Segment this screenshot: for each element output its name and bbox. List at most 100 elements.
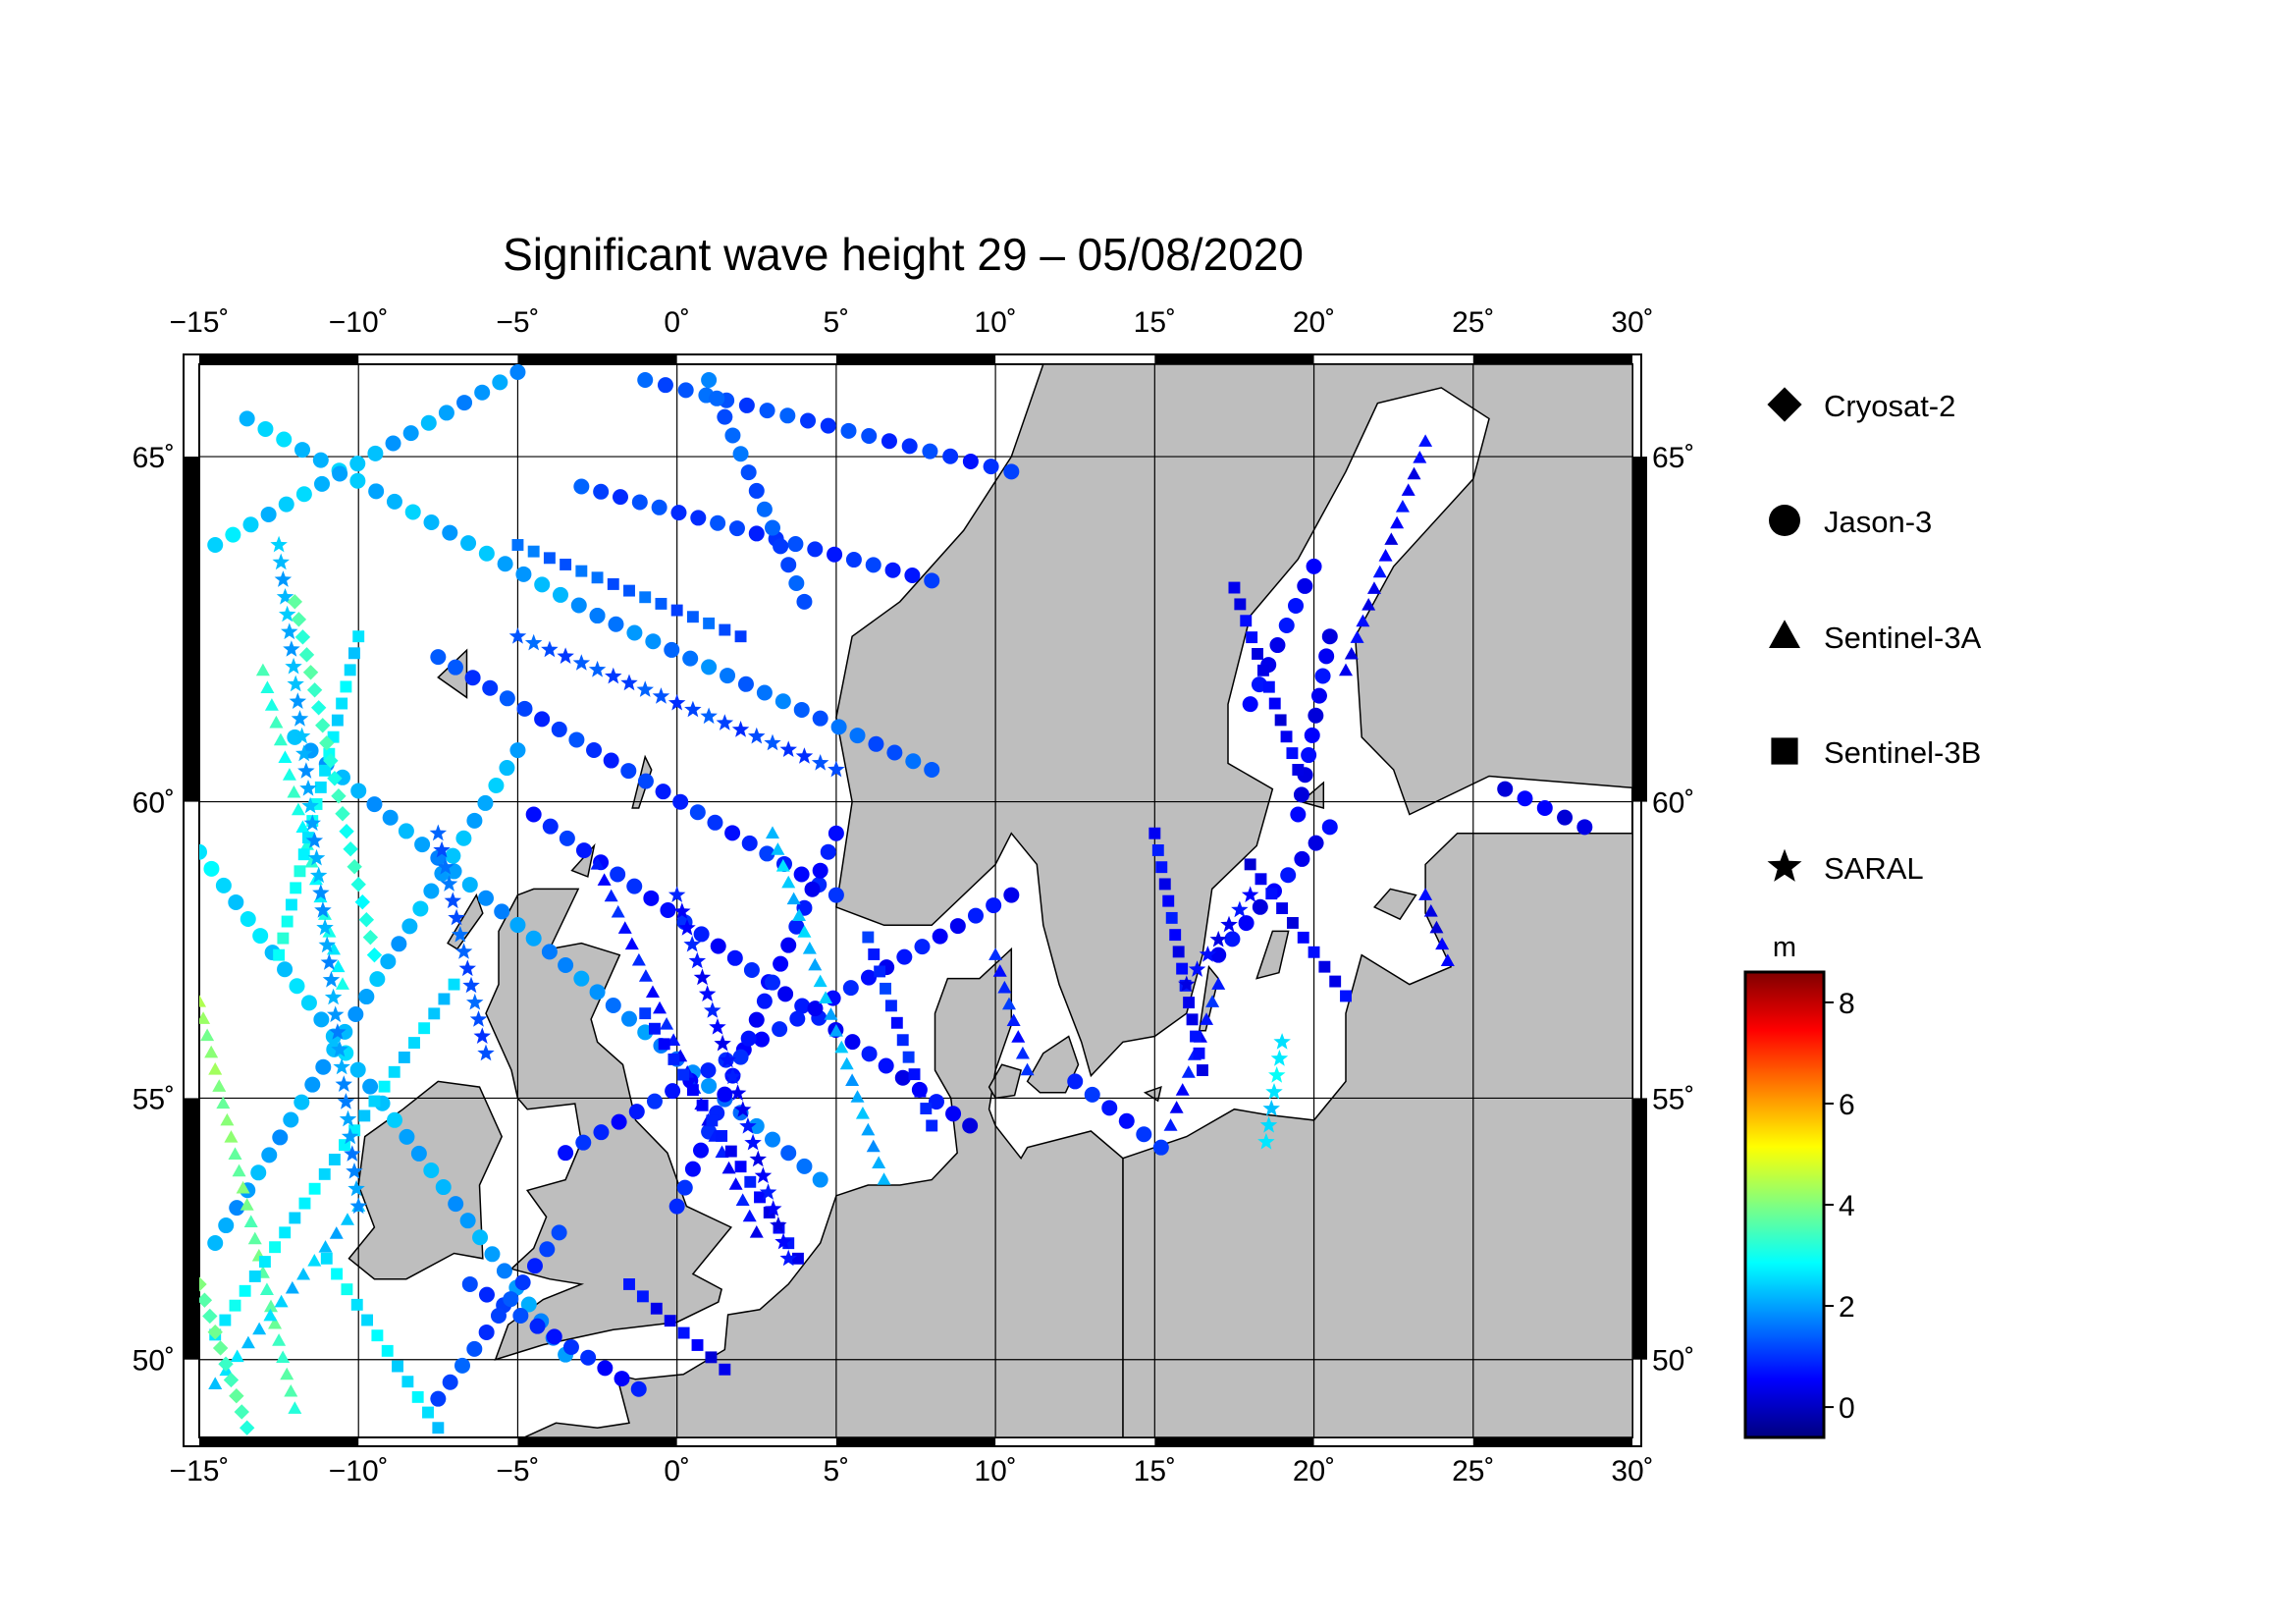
track-marker: [766, 826, 779, 839]
track-marker: [466, 812, 483, 829]
track-marker: [1280, 730, 1293, 743]
track-marker: [719, 1363, 731, 1376]
track-marker: [224, 1130, 239, 1143]
track-marker: [845, 552, 862, 568]
lon-tick-label: −15˚: [170, 306, 230, 339]
track-marker: [620, 763, 637, 780]
track-marker: [1234, 598, 1247, 611]
track-sentinel-3a: [1163, 977, 1226, 1131]
track-marker: [350, 783, 367, 799]
track-marker: [445, 847, 461, 864]
track-marker: [440, 875, 458, 892]
track-marker: [429, 824, 448, 841]
lon-tick-label: 20˚: [1293, 1455, 1335, 1488]
track-marker: [894, 1069, 911, 1086]
track-marker: [575, 565, 588, 577]
track-marker: [274, 570, 293, 587]
track-marker: [552, 586, 568, 603]
lon-tick-label: 0˚: [664, 1455, 690, 1488]
track-marker: [323, 747, 336, 760]
track-marker: [850, 1090, 865, 1103]
track-marker: [988, 947, 1003, 960]
track-marker: [924, 572, 940, 589]
track-marker: [358, 911, 375, 928]
track-marker: [677, 1068, 690, 1081]
colorbar-tick-label: 4: [1839, 1190, 1855, 1222]
track-marker: [308, 1182, 321, 1195]
track-marker: [734, 1101, 752, 1117]
track-marker: [786, 892, 801, 905]
track-marker: [239, 410, 255, 427]
track-marker: [740, 464, 757, 481]
track-marker: [348, 1124, 361, 1137]
track-marker: [710, 938, 726, 954]
track-marker: [559, 830, 575, 846]
track-marker: [777, 986, 794, 1002]
track-marker: [382, 809, 399, 826]
track-marker: [255, 663, 270, 676]
track-marker: [277, 961, 294, 978]
track-marker: [807, 541, 824, 558]
track-marker: [605, 997, 621, 1013]
track-marker: [408, 1037, 420, 1050]
track-marker: [628, 1104, 645, 1120]
track-marker: [1290, 806, 1307, 823]
track-marker: [527, 545, 540, 558]
track-marker: [313, 1011, 330, 1028]
track-marker: [1269, 637, 1286, 654]
track-marker: [459, 1213, 476, 1229]
track-marker: [1200, 1012, 1214, 1025]
track-marker: [796, 1158, 813, 1174]
track-marker: [983, 459, 999, 475]
track-marker: [297, 762, 315, 779]
track-marker: [792, 908, 807, 921]
track-marker: [645, 633, 662, 650]
track-marker: [218, 1217, 235, 1234]
track-marker: [243, 1215, 258, 1227]
track-marker: [401, 918, 418, 935]
track-marker: [924, 761, 940, 778]
track-marker: [433, 840, 451, 858]
track-marker: [649, 1022, 661, 1035]
track-marker: [1238, 915, 1255, 932]
legend-label-sentinel-3a: Sentinel-3A: [1824, 621, 1982, 655]
track-marker: [347, 859, 362, 875]
track-marker: [842, 980, 859, 997]
track-saral: [667, 886, 797, 1267]
track-marker: [469, 1010, 488, 1027]
track-marker: [1517, 790, 1533, 807]
track-marker: [289, 692, 307, 709]
track-marker: [1183, 997, 1196, 1009]
track-marker: [322, 924, 337, 938]
track-marker: [399, 1128, 415, 1145]
track-marker: [541, 944, 558, 960]
track-marker: [1259, 1116, 1278, 1133]
track-marker: [329, 1226, 344, 1239]
track-marker: [212, 1079, 227, 1092]
track-marker: [283, 1111, 299, 1128]
track-marker: [560, 559, 572, 570]
lon-tick-label: −5˚: [496, 306, 539, 339]
track-marker: [302, 665, 319, 680]
track-marker: [339, 824, 354, 839]
track-marker: [1257, 1132, 1275, 1150]
track-marker: [207, 1325, 223, 1340]
track-marker: [765, 1200, 782, 1217]
track-marker: [420, 414, 437, 431]
track-marker: [611, 1113, 627, 1130]
track-marker: [542, 818, 559, 835]
frame-bar: [185, 1098, 199, 1360]
track-marker: [840, 422, 857, 439]
track-marker: [1197, 1064, 1208, 1076]
track-marker: [343, 841, 358, 857]
track-marker: [693, 968, 712, 986]
track-marker: [391, 936, 407, 952]
track-marker: [437, 858, 454, 875]
track-marker: [1148, 827, 1161, 839]
track-marker: [690, 510, 707, 526]
track-marker: [1536, 799, 1553, 816]
track-marker: [779, 407, 796, 424]
track-marker: [316, 918, 334, 936]
land-continental-europe: [523, 947, 1124, 1437]
track-sentinel-3b: [1228, 581, 1305, 776]
